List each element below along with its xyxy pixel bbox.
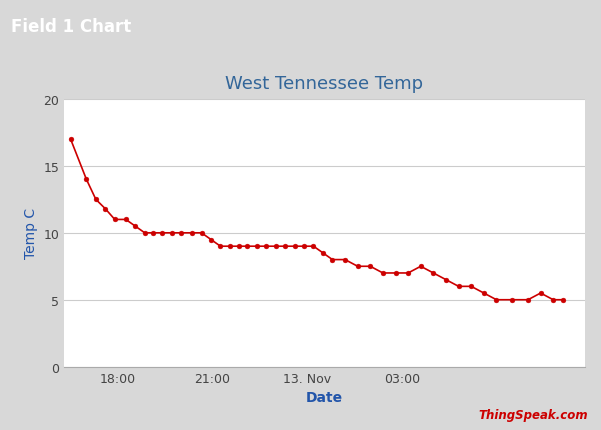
Text: Field 1 Chart: Field 1 Chart — [11, 18, 131, 36]
X-axis label: Date: Date — [306, 390, 343, 404]
Y-axis label: Temp C: Temp C — [24, 208, 38, 259]
Text: ThingSpeak.com: ThingSpeak.com — [478, 408, 588, 421]
Title: West Tennessee Temp: West Tennessee Temp — [225, 75, 424, 93]
